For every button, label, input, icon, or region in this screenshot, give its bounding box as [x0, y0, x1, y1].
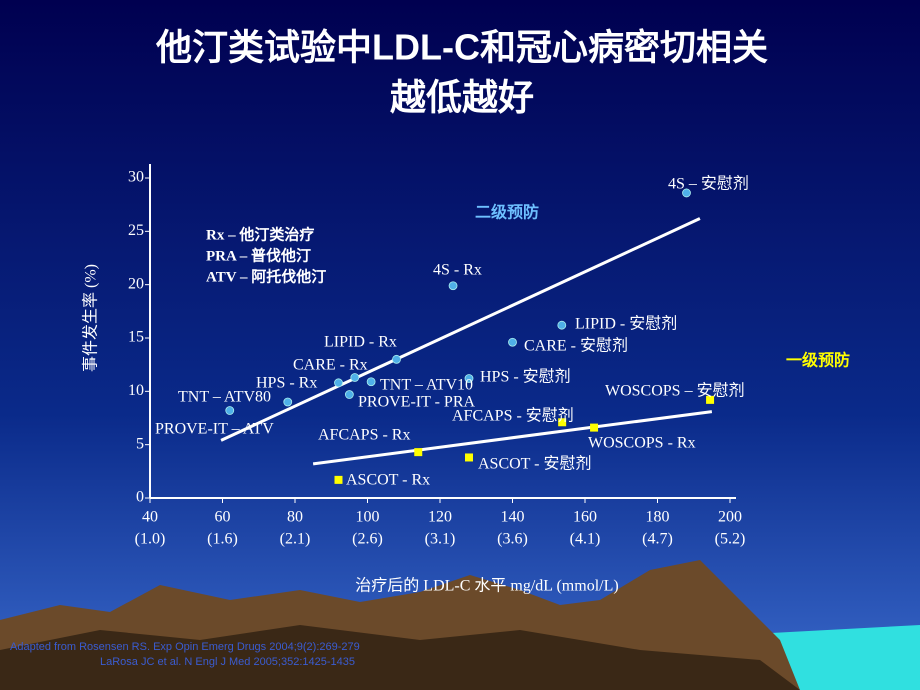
point — [557, 320, 567, 330]
note: ATV – 阿托伐他汀 — [206, 267, 326, 285]
title: 越低越好 — [390, 77, 534, 118]
point — [225, 406, 235, 415]
x-tick-label: 60 — [215, 509, 231, 526]
point — [590, 423, 599, 432]
point-label: CARE - Rx — [293, 357, 368, 374]
point-label: ASCOT - 安慰剂 — [478, 455, 592, 473]
y-tick-label: 0 — [136, 489, 144, 506]
point — [344, 390, 354, 399]
x-tick-label: 140 — [501, 509, 525, 526]
x-axis-label: 治疗后的 LDL-C 水平 mg/dL (mmol/L) — [355, 577, 618, 595]
y-tick-label: 25 — [128, 222, 144, 239]
x-tick-label: (1.6) — [207, 531, 238, 548]
source: Adapted from Rosensen RS. Exp Opin Emerg… — [10, 641, 360, 653]
point — [392, 354, 401, 364]
mountains-front — [0, 625, 800, 690]
point — [350, 373, 360, 382]
y-tick-label: 30 — [128, 169, 144, 186]
point — [558, 418, 567, 427]
point-label: AFCAPS - 安慰剂 — [452, 407, 574, 425]
source: LaRosa JC et al. N Engl J Med 2005;352:1… — [100, 656, 355, 668]
trend-line — [312, 410, 713, 466]
point-label: ASCOT - Rx — [346, 472, 430, 489]
point — [334, 378, 343, 388]
series-name: 二级预防 — [475, 203, 539, 222]
point-label: HPS - Rx — [256, 375, 317, 392]
y-tick-label: 5 — [136, 435, 144, 452]
point — [464, 374, 474, 383]
title: 他汀类试验中LDL-C和冠心病密切相关 — [155, 27, 768, 68]
point — [366, 377, 376, 387]
point — [448, 281, 458, 291]
point-label: PROVE-IT – ATV — [155, 421, 274, 438]
series-name: 一级预防 — [786, 351, 850, 370]
point-label: 4S - Rx — [433, 262, 482, 279]
x-tick-label: (2.6) — [352, 531, 383, 548]
point-label: TNT – ATV80 — [178, 389, 271, 406]
point-label: TNT – ATV10 — [380, 377, 473, 394]
x-tick-label: (2.1) — [280, 531, 311, 548]
point — [508, 337, 517, 347]
x-tick-label: 180 — [646, 509, 670, 526]
x-tick-label: (3.6) — [497, 531, 528, 548]
x-tick-label: (1.0) — [135, 531, 166, 548]
point-label: AFCAPS - Rx — [318, 427, 410, 444]
x-tick-label: 120 — [428, 509, 452, 526]
x-tick-label: (3.1) — [425, 531, 456, 548]
x-tick-label: (4.1) — [570, 531, 601, 548]
y-tick-label: 10 — [128, 382, 144, 399]
x-tick-label: 40 — [142, 509, 158, 526]
x-tick-label: 200 — [718, 509, 742, 526]
x-tick-label: (4.7) — [642, 531, 673, 548]
point — [414, 448, 423, 457]
y-tick-label: 20 — [128, 275, 144, 292]
note: Rx – 他汀类治疗 — [206, 225, 314, 243]
y-axis-label: 事件发生率 (%) — [82, 264, 100, 372]
point — [706, 395, 715, 404]
point-label: CARE - 安慰剂 — [524, 337, 628, 355]
point-label: 4S – 安慰剂 — [668, 175, 749, 193]
trend-line — [220, 217, 701, 442]
x-tick-label: (5.2) — [715, 531, 746, 548]
point — [682, 188, 691, 198]
point-label: LIPID - Rx — [324, 334, 397, 351]
note: PRA – 普伐他汀 — [206, 246, 311, 264]
point-label: WOSCOPS - Rx — [588, 435, 696, 452]
x-tick-label: 80 — [287, 509, 303, 526]
point-label: PROVE-IT - PRA — [358, 394, 475, 411]
point-label: LIPID - 安慰剂 — [575, 315, 677, 333]
point — [465, 453, 473, 462]
point-label: HPS - 安慰剂 — [480, 368, 571, 386]
y-tick-label: 15 — [128, 329, 144, 346]
x-tick-label: 160 — [573, 509, 597, 526]
x-tick-label: 100 — [356, 509, 380, 526]
point — [334, 475, 343, 484]
point — [283, 397, 293, 407]
point-label: WOSCOPS – 安慰剂 — [605, 382, 745, 400]
